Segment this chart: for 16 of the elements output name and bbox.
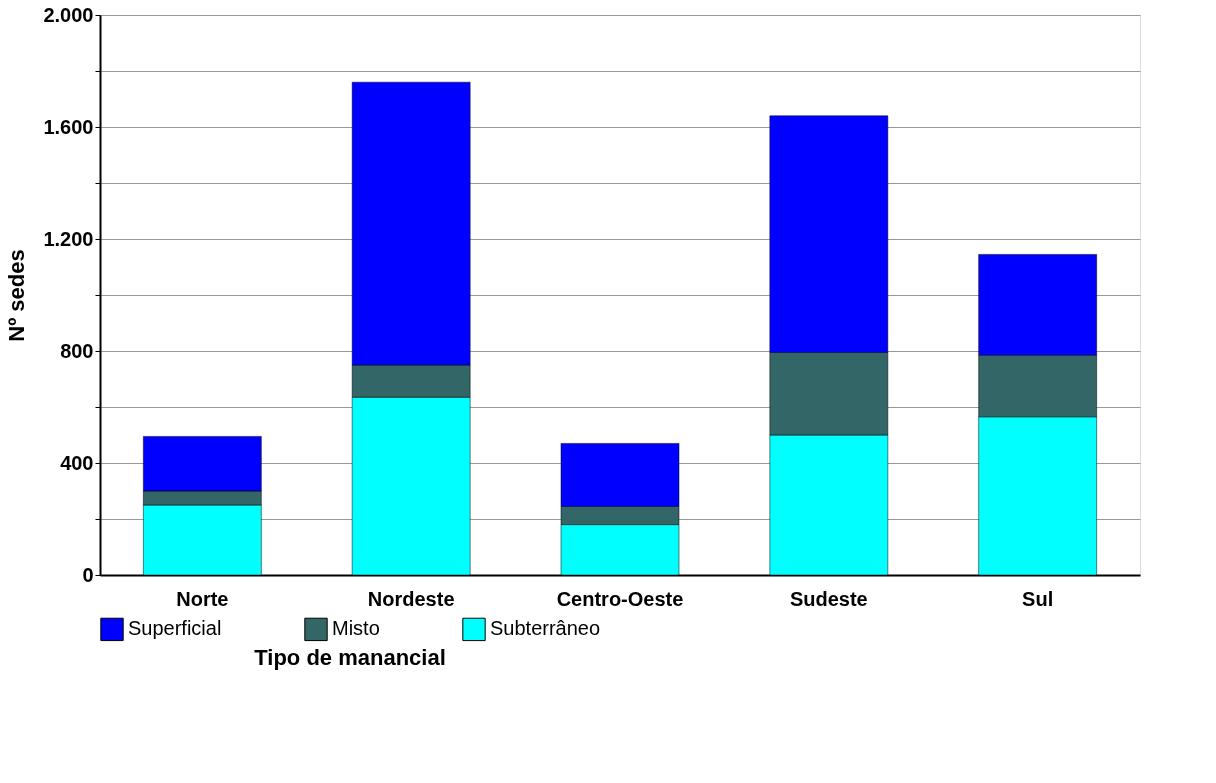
y-tick-label: 800 xyxy=(60,339,94,362)
legend-title: Tipo de manancial xyxy=(254,645,446,670)
x-tick-label: Sul xyxy=(1022,587,1054,610)
y-axis-title: Nº sedes xyxy=(4,249,30,342)
x-tick-label: Nordeste xyxy=(367,587,455,610)
y-tick-label: 2.000 xyxy=(43,3,94,26)
y-tick-label: 1.200 xyxy=(43,227,94,250)
x-tick-label: Sudeste xyxy=(789,587,868,610)
legend-label: Subterrâneo xyxy=(490,617,601,640)
legend-label: Superficial xyxy=(128,617,222,640)
y-tick-label: 400 xyxy=(60,451,94,474)
y-tick-label: 0 xyxy=(82,563,94,586)
legend-label: Misto xyxy=(332,617,380,640)
x-tick-label: Centro-Oeste xyxy=(556,587,684,610)
x-tick-label: Norte xyxy=(176,587,229,610)
y-tick-label: 1.600 xyxy=(43,115,94,138)
